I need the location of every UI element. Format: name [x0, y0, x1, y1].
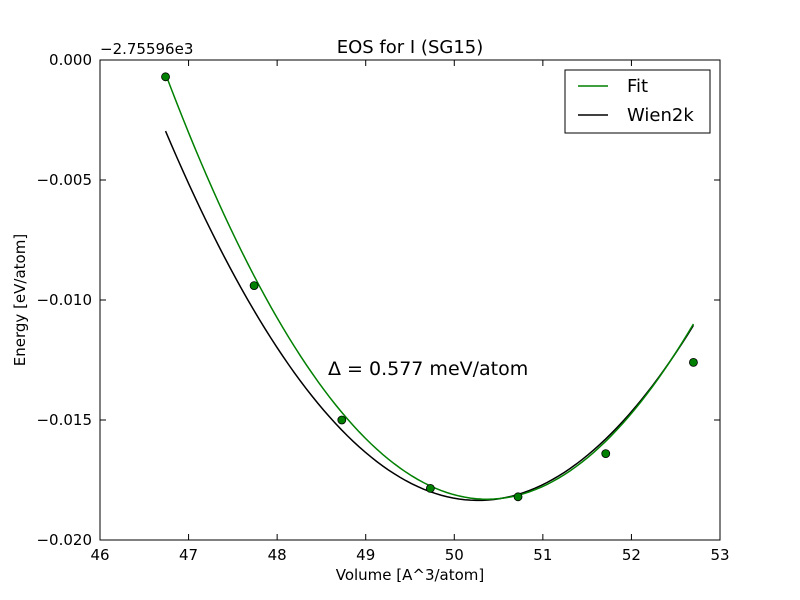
legend-label-wien2k: Wien2k	[627, 105, 694, 126]
x-axis-ticks: 46 47 48 49 50 51 52 53	[90, 60, 730, 564]
data-point	[249, 281, 259, 291]
data-point	[337, 415, 347, 425]
x-tick-label: 53	[710, 546, 729, 564]
y-tick-label: −0.010	[36, 291, 92, 309]
y-tick-label: −0.015	[36, 411, 92, 429]
data-point	[601, 449, 611, 459]
y-tick-label: −0.005	[36, 171, 92, 189]
x-tick-label: 51	[533, 546, 552, 564]
y-axis-ticks: 0.000 −0.005 −0.010 −0.015 −0.020	[36, 51, 720, 549]
y-axis-offset-label: −2.75596e3	[100, 40, 193, 58]
x-axis-label: Volume [A^3/atom]	[336, 566, 485, 584]
delta-annotation: Δ = 0.577 meV/atom	[328, 358, 528, 380]
x-tick-label: 47	[179, 546, 198, 564]
legend-box	[564, 69, 711, 134]
x-tick-label: 46	[90, 546, 109, 564]
x-tick-label: 50	[445, 546, 464, 564]
legend-label-fit: Fit	[627, 76, 648, 97]
data-point	[513, 492, 523, 502]
data-point	[689, 357, 698, 367]
chart-title: EOS for I (SG15)	[337, 37, 484, 58]
y-tick-label: 0.000	[49, 51, 92, 69]
x-tick-label: 49	[356, 546, 375, 564]
data-point	[425, 483, 435, 493]
x-tick-label: 48	[268, 546, 287, 564]
x-tick-label: 52	[622, 546, 641, 564]
legend: Fit Wien2k	[564, 69, 711, 134]
plot-area-frame	[99, 59, 721, 541]
data-point	[161, 72, 170, 82]
y-tick-label: −0.020	[36, 531, 92, 549]
y-axis-label: Energy [eV/atom]	[11, 234, 29, 366]
data-points	[161, 72, 698, 502]
